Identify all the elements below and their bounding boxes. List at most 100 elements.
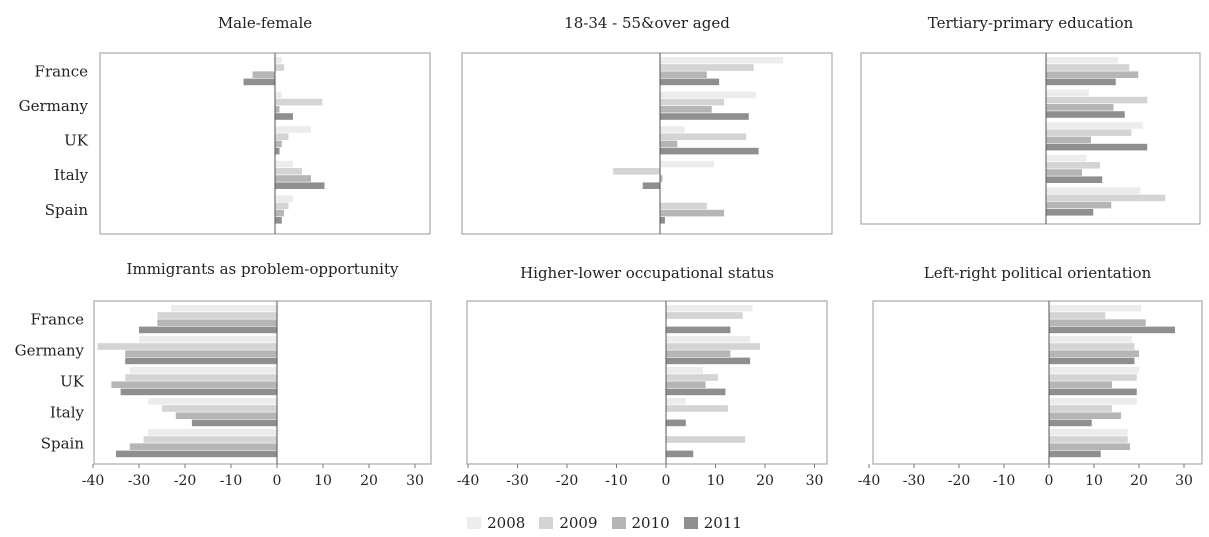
bar-spain-2011	[1046, 209, 1094, 216]
legend-label: 2010	[631, 514, 670, 532]
legend-label: 2011	[703, 514, 742, 532]
bar-spain-2009	[660, 202, 707, 210]
x-tick-label: 30	[1175, 473, 1193, 489]
x-tick-label: 0	[273, 473, 282, 489]
bar-spain-2009	[666, 436, 746, 443]
bar-italy-2008	[660, 160, 715, 168]
x-tick-label: -30	[128, 473, 151, 489]
bar-france-2009	[660, 64, 754, 71]
bar-germany-2009	[97, 343, 277, 350]
legend-label: 2008	[487, 514, 526, 532]
bar-france-2009	[275, 64, 284, 71]
x-tick-label: 0	[1045, 473, 1054, 489]
plot-frame	[461, 52, 833, 235]
bar-italy-2010	[1046, 169, 1082, 176]
x-tick-label: 20	[756, 473, 774, 489]
bar-france-2011	[666, 326, 731, 334]
bar-france-2010	[660, 71, 707, 78]
bar-spain-2011	[660, 217, 665, 224]
bar-germany-2010	[1046, 104, 1114, 111]
bar-italy-2009	[1046, 162, 1100, 169]
bar-italy-2008	[1046, 154, 1087, 162]
bar-germany-2008	[666, 336, 751, 343]
bar-spain-2011	[116, 450, 277, 458]
chart-panel-6: Left-right political orientation -40 -30 -2…	[858, 264, 1203, 489]
bar-italy-2008	[275, 160, 293, 168]
bar-italy-2008	[1049, 398, 1137, 405]
bar-uk-2011	[1049, 388, 1137, 396]
bar-germany-2009	[660, 98, 725, 106]
bar-italy-2011	[275, 182, 325, 189]
bar-germany-2011	[275, 113, 293, 120]
category-label-germany: Germany	[15, 341, 85, 359]
bar-france-2011	[139, 326, 277, 334]
bar-italy-2010	[1049, 412, 1121, 419]
bar-france-2010	[157, 319, 277, 326]
legend-swatch	[539, 517, 554, 529]
bar-italy-2011	[642, 182, 660, 189]
plot-frame	[872, 300, 1203, 465]
bar-spain-2009	[1049, 436, 1128, 443]
bar-germany-2011	[660, 113, 749, 120]
bar-uk-2010	[111, 381, 278, 388]
bar-france-2011	[1046, 78, 1116, 86]
bar-france-2008	[1049, 305, 1142, 312]
chart-panel-2: 18-34 - 55&over aged	[461, 14, 833, 235]
chart-panel-1: Male-female France Germany UK Italy Spain	[19, 14, 431, 235]
legend-item-2011: 2011	[683, 514, 742, 532]
chart-title: Immigrants as problem-opportunity	[127, 260, 399, 278]
bar-germany-2008	[275, 91, 282, 99]
bar-italy-2011	[1046, 176, 1103, 183]
x-tick-label: 10	[1085, 473, 1103, 489]
bar-uk-2009	[125, 374, 277, 381]
x-tick-label: -10	[993, 473, 1016, 489]
legend: 2008 2009 2010 2011	[0, 512, 1209, 534]
bar-france-2008	[275, 57, 282, 64]
bar-spain-2010	[129, 443, 277, 450]
category-label-germany: Germany	[19, 97, 89, 115]
bar-france-2009	[1046, 64, 1130, 71]
bar-germany-2010	[666, 350, 731, 357]
category-label-spain: Spain	[45, 201, 89, 219]
legend-swatch	[611, 517, 626, 529]
bar-france-2008	[666, 305, 753, 312]
bar-germany-2009	[666, 343, 761, 350]
bar-germany-2010	[660, 106, 712, 113]
bar-spain-2011	[666, 450, 694, 458]
bar-france-2011	[243, 78, 275, 86]
bar-italy-2011	[191, 419, 277, 427]
bar-germany-2009	[275, 98, 323, 106]
bar-uk-2011	[275, 147, 280, 155]
x-tick-label: -30	[506, 473, 529, 489]
plot-frame	[466, 300, 828, 465]
bar-france-2009	[157, 312, 277, 319]
bar-italy-2009	[1049, 405, 1112, 412]
plot-frame	[99, 52, 431, 235]
chart-panel-3: Tertiary-primary education	[860, 14, 1201, 225]
bar-uk-2010	[275, 140, 282, 148]
bar-italy-2009	[666, 405, 728, 412]
bar-uk-2009	[1046, 129, 1132, 136]
bar-italy-2008	[148, 398, 277, 405]
legend-swatch	[683, 517, 698, 529]
bar-spain-2008	[1049, 429, 1128, 436]
bar-germany-2008	[1049, 336, 1133, 343]
bar-germany-2010	[1049, 350, 1139, 357]
bar-spain-2008	[148, 429, 277, 436]
bar-uk-2011	[120, 388, 277, 396]
bar-germany-2009	[1046, 96, 1148, 104]
bar-france-2011	[1049, 326, 1175, 334]
chart-title: 18-34 - 55&over aged	[564, 14, 730, 32]
x-tick-label: 30	[406, 473, 424, 489]
bar-spain-2008	[275, 195, 293, 202]
category-label-italy: Italy	[54, 166, 89, 184]
bar-germany-2009	[1049, 343, 1135, 350]
bar-france-2008	[171, 305, 277, 312]
x-tick-label: 0	[662, 473, 671, 489]
legend-swatch	[467, 517, 482, 529]
x-tick-label: -40	[858, 473, 881, 489]
bar-germany-2008	[139, 336, 277, 343]
bar-spain-2009	[275, 202, 289, 210]
bar-uk-2011	[666, 388, 726, 396]
